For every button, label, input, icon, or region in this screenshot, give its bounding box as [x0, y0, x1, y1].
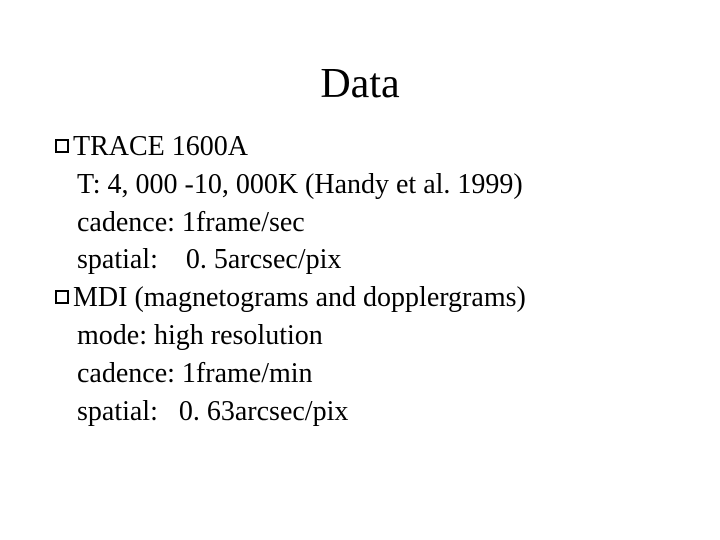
sub-line: spatial: 0. 63arcsec/pix: [55, 393, 665, 431]
bullet-heading: MDI (magnetograms and dopplergrams): [73, 279, 526, 317]
bullet-square-icon: [55, 290, 69, 304]
sub-line: cadence: 1frame/min: [55, 355, 665, 393]
sub-line: mode: high resolution: [55, 317, 665, 355]
bullet-item-2: MDI (magnetograms and dopplergrams): [55, 279, 665, 317]
sub-line: cadence: 1frame/sec: [55, 204, 665, 242]
sub-line: T: 4, 000 -10, 000K (Handy et al. 1999): [55, 166, 665, 204]
bullet-square-icon: [55, 139, 69, 153]
bullet-heading: TRACE 1600A: [73, 128, 248, 166]
sub-line: spatial: 0. 5arcsec/pix: [55, 241, 665, 279]
slide-content: TRACE 1600A T: 4, 000 -10, 000K (Handy e…: [55, 128, 665, 430]
slide-title: Data: [55, 60, 665, 108]
bullet-item-1: TRACE 1600A: [55, 128, 665, 166]
